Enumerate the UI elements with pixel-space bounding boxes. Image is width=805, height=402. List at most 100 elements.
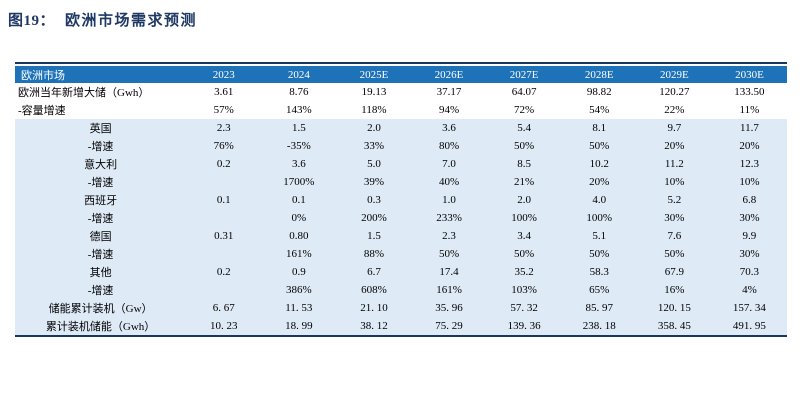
cell-value bbox=[186, 281, 262, 299]
cell-value: 8.1 bbox=[561, 119, 637, 137]
table-row: 欧洲当年新增大储（Gwh） 3.61 8.76 19.13 37.17 64.07 98.8… bbox=[15, 83, 787, 101]
cell-value: 100% bbox=[561, 209, 637, 227]
cell-value: 3.6 bbox=[261, 155, 337, 173]
cell-value: 64.07 bbox=[486, 83, 562, 101]
cell-value: 30% bbox=[711, 209, 787, 227]
column-header-year: 2024 bbox=[261, 66, 337, 83]
cell-value: 20% bbox=[561, 173, 637, 191]
cell-value: 3.61 bbox=[186, 83, 262, 101]
cell-value: 11.7 bbox=[711, 119, 787, 137]
cell-value: 19.13 bbox=[336, 83, 412, 101]
cell-value: 98.82 bbox=[561, 83, 637, 101]
row-label: -增速 bbox=[15, 281, 187, 299]
cell-value: 7.6 bbox=[636, 227, 712, 245]
cell-value: 33% bbox=[336, 137, 412, 155]
cell-value: 238. 18 bbox=[561, 317, 637, 335]
cell-value: 70.3 bbox=[711, 263, 787, 281]
cell-value: 2.0 bbox=[486, 191, 562, 209]
cell-value: 39% bbox=[336, 173, 412, 191]
table-row: -增速 1700% 39% 40% 21% 20% 10% 10% bbox=[15, 173, 787, 191]
cell-value: 8.5 bbox=[486, 155, 562, 173]
cell-value: 4% bbox=[711, 281, 787, 299]
cell-value: 6.7 bbox=[336, 263, 412, 281]
row-label: -增速 bbox=[15, 137, 187, 155]
cell-value: 10% bbox=[636, 173, 712, 191]
cell-value: 100% bbox=[486, 209, 562, 227]
cell-value: 16% bbox=[636, 281, 712, 299]
column-header-year: 2028E bbox=[561, 66, 637, 83]
cell-value: 9.9 bbox=[711, 227, 787, 245]
cell-value: 35. 96 bbox=[411, 299, 487, 317]
cell-value: 4.0 bbox=[561, 191, 637, 209]
cell-value: 88% bbox=[336, 245, 412, 263]
row-label: -增速 bbox=[15, 173, 187, 191]
cell-value: 3.4 bbox=[486, 227, 562, 245]
cell-value: 21. 10 bbox=[336, 299, 412, 317]
cell-value: 358. 45 bbox=[636, 317, 712, 335]
table-row: -增速 161% 88% 50% 50% 50% 50% 30% bbox=[15, 245, 787, 263]
cell-value: 75. 29 bbox=[411, 317, 487, 335]
table-header: 欧洲市场 2023 2024 2025E 2026E 2027E 2028E 2029E 203… bbox=[15, 66, 787, 83]
table-body: 欧洲当年新增大储（Gwh） 3.61 8.76 19.13 37.17 64.07 98.8… bbox=[15, 83, 787, 335]
column-header-year: 2027E bbox=[486, 66, 562, 83]
cell-value: 50% bbox=[486, 245, 562, 263]
cell-value: 0.9 bbox=[261, 263, 337, 281]
cell-value: 57. 32 bbox=[486, 299, 562, 317]
table-row: -增速 0% 200% 233% 100% 100% 30% 30% bbox=[15, 209, 787, 227]
cell-value: 18. 99 bbox=[261, 317, 337, 335]
cell-value: 50% bbox=[486, 137, 562, 155]
cell-value: 94% bbox=[411, 101, 487, 119]
figure-number: 图19： bbox=[8, 13, 56, 29]
cell-value: 40% bbox=[411, 173, 487, 191]
column-header-year: 2023 bbox=[186, 66, 262, 83]
cell-value: 20% bbox=[711, 137, 787, 155]
cell-value: 10. 23 bbox=[186, 317, 262, 335]
cell-value: 200% bbox=[336, 209, 412, 227]
cell-value: 17.4 bbox=[411, 263, 487, 281]
cell-value: 161% bbox=[411, 281, 487, 299]
cell-value: 10% bbox=[711, 173, 787, 191]
cell-value: 0.31 bbox=[186, 227, 262, 245]
cell-value: 37.17 bbox=[411, 83, 487, 101]
cell-value: 120. 15 bbox=[636, 299, 712, 317]
cell-value: -35% bbox=[261, 137, 337, 155]
forecast-table: 欧洲市场 2023 2024 2025E 2026E 2027E 2028E 2029E 203… bbox=[15, 66, 787, 335]
column-header-year: 2030E bbox=[711, 66, 787, 83]
cell-value: 11% bbox=[711, 101, 787, 119]
row-label: -容量增速 bbox=[15, 101, 187, 119]
cell-value: 80% bbox=[411, 137, 487, 155]
cell-value: 103% bbox=[486, 281, 562, 299]
cell-value: 5.0 bbox=[336, 155, 412, 173]
cell-value: 65% bbox=[561, 281, 637, 299]
header-row: 欧洲市场 2023 2024 2025E 2026E 2027E 2028E 2029E 203… bbox=[15, 66, 787, 83]
cell-value: 30% bbox=[636, 209, 712, 227]
cell-value: 1700% bbox=[261, 173, 337, 191]
cell-value: 0.3 bbox=[336, 191, 412, 209]
cell-value: 161% bbox=[261, 245, 337, 263]
table-row: 储能累计装机（Gw） 6. 67 11. 53 21. 10 35. 96 57. 32 8… bbox=[15, 299, 787, 317]
cell-value: 0.2 bbox=[186, 263, 262, 281]
cell-value: 22% bbox=[636, 101, 712, 119]
cell-value: 50% bbox=[561, 245, 637, 263]
cell-value: 233% bbox=[411, 209, 487, 227]
cell-value: 6.8 bbox=[711, 191, 787, 209]
column-header-year: 2029E bbox=[636, 66, 712, 83]
cell-value: 57% bbox=[186, 101, 262, 119]
figure-title-text: 欧洲市场需求预测 bbox=[65, 13, 198, 29]
cell-value: 9.7 bbox=[636, 119, 712, 137]
row-label: 欧洲当年新增大储（Gwh） bbox=[15, 83, 187, 101]
cell-value: 50% bbox=[561, 137, 637, 155]
cell-value: 491. 95 bbox=[711, 317, 787, 335]
cell-value: 10.2 bbox=[561, 155, 637, 173]
row-label: 意大利 bbox=[15, 155, 187, 173]
row-label: 西班牙 bbox=[15, 191, 187, 209]
row-label: -增速 bbox=[15, 245, 187, 263]
row-label: 其他 bbox=[15, 263, 187, 281]
cell-value: 5.4 bbox=[486, 119, 562, 137]
cell-value: 50% bbox=[411, 245, 487, 263]
cell-value: 7.0 bbox=[411, 155, 487, 173]
table-row: 西班牙 0.1 0.1 0.3 1.0 2.0 4.0 5.2 6.8 bbox=[15, 191, 787, 209]
cell-value: 133.50 bbox=[711, 83, 787, 101]
column-header-market: 欧洲市场 bbox=[15, 66, 187, 83]
cell-value bbox=[186, 245, 262, 263]
